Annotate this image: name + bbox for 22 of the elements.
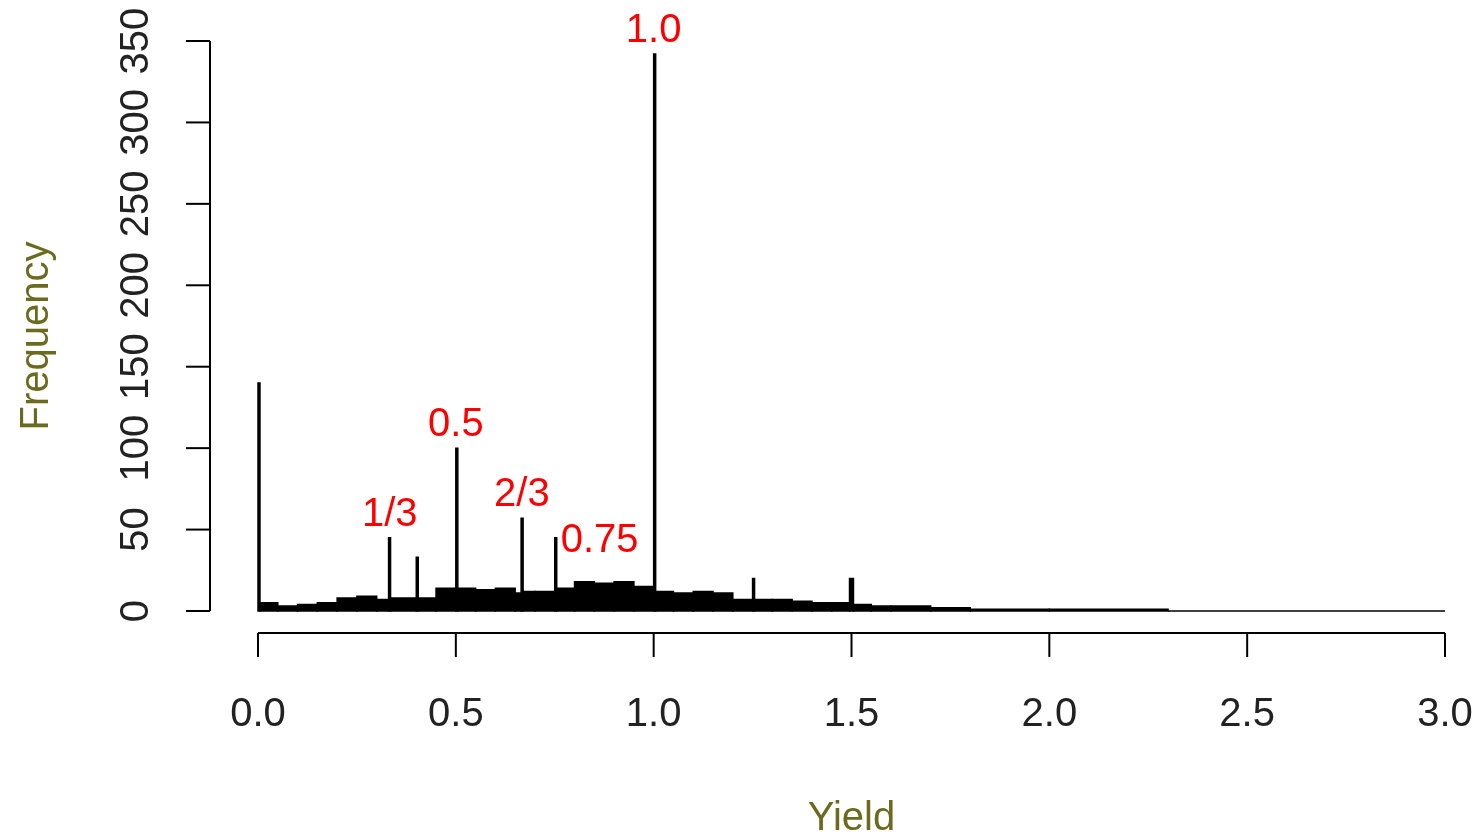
x-tick-label: 2.5 bbox=[1219, 690, 1275, 734]
y-tick-label: 350 bbox=[112, 7, 156, 75]
y-tick-label: 150 bbox=[112, 333, 156, 401]
x-tick-label: 0.5 bbox=[428, 690, 484, 734]
annotation: 2/3 bbox=[494, 470, 550, 515]
y-tick-label: 50 bbox=[112, 507, 156, 552]
x-tick-label: 0.0 bbox=[230, 690, 286, 734]
y-tick-label: 300 bbox=[112, 89, 156, 156]
x-axis-title: Yield bbox=[807, 794, 896, 835]
y-tick-label: 250 bbox=[112, 170, 156, 238]
x-tick-label: 1.5 bbox=[823, 690, 880, 734]
y-tick-label: 100 bbox=[112, 414, 156, 482]
x-tick-label: 2.0 bbox=[1021, 690, 1078, 734]
x-tick-label: 3.0 bbox=[1417, 690, 1473, 734]
annotation: 1/3 bbox=[361, 489, 418, 534]
annotation: 0.5 bbox=[428, 400, 484, 445]
x-tick-label: 1.0 bbox=[625, 690, 682, 734]
y-tick-label: 200 bbox=[112, 251, 156, 319]
annotation: 1.0 bbox=[625, 6, 682, 51]
y-axis-title: Frequency bbox=[12, 241, 56, 431]
annotation: 0.75 bbox=[560, 515, 639, 560]
y-tick-label: 0 bbox=[112, 599, 156, 623]
